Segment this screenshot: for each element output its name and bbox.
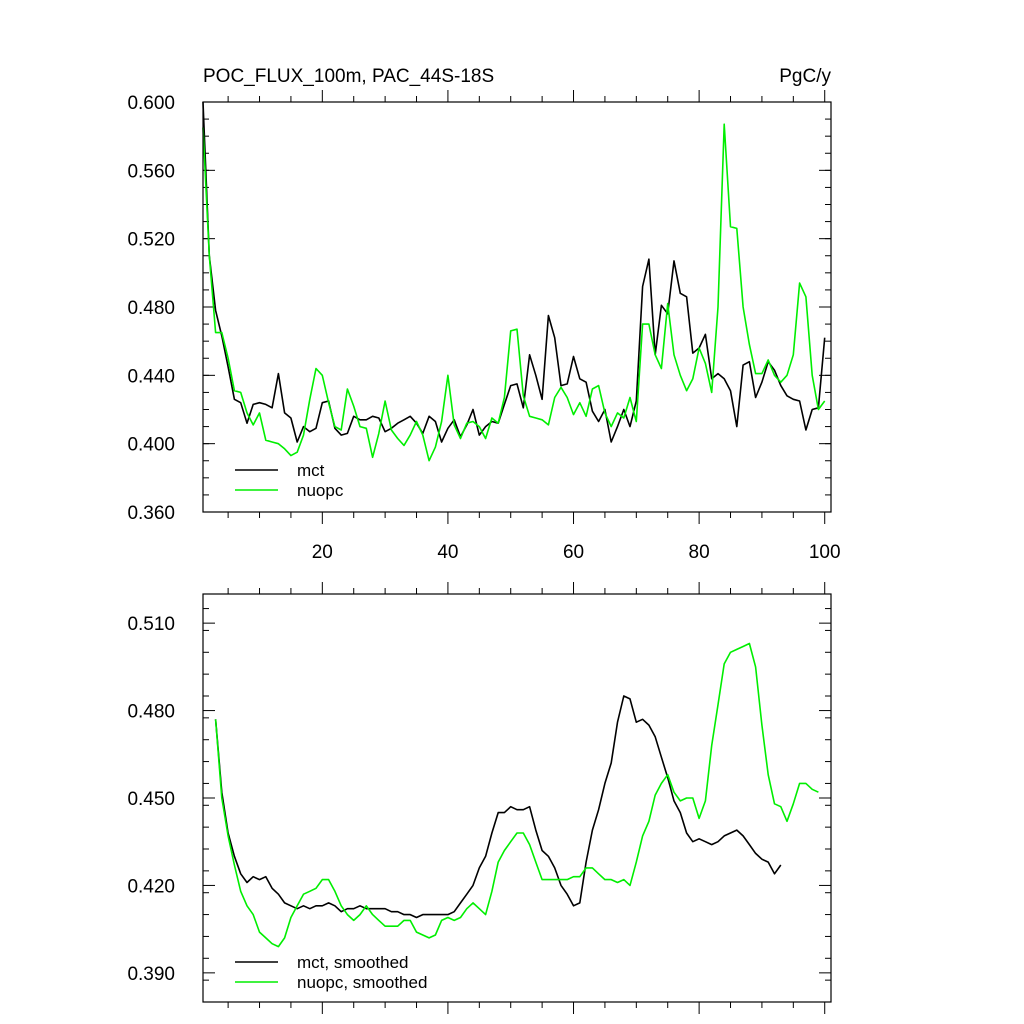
x-tick-label: 60 <box>563 542 584 563</box>
legend-label: nuopc, smoothed <box>297 973 427 992</box>
bottom-panel: 0.390 0.420 0.450 0.480 0.510 mct, smoothedn… <box>127 582 832 1014</box>
top-panel-title: POC_FLUX_100m, PAC_44S-18S <box>203 66 494 87</box>
top-panel-ticks <box>203 90 831 524</box>
x-tick-label: 80 <box>689 542 710 563</box>
y-tick-label: 0.600 <box>127 93 175 114</box>
y-tick-label: 0.420 <box>127 876 175 897</box>
series-line-mct-smoothed <box>214 695 782 919</box>
y-tick-label: 0.480 <box>127 702 175 723</box>
legend-label: mct <box>297 461 325 480</box>
bottom-panel-lines <box>214 642 819 948</box>
y-tick-label: 0.440 <box>127 366 175 387</box>
y-tick-label: 0.400 <box>127 435 175 456</box>
y-tick-label: 0.360 <box>127 503 175 524</box>
bottom-panel-y-tick-labels: 0.390 0.420 0.450 0.480 0.510 <box>127 614 175 985</box>
series-line-nuopc-smoothed <box>214 642 819 948</box>
top-panel-x-tick-labels: 20 40 60 80 100 <box>312 542 841 563</box>
top-panel-units: PgC/y <box>779 66 831 87</box>
legend-label: mct, smoothed <box>297 953 409 972</box>
y-tick-label: 0.480 <box>127 298 175 319</box>
x-tick-label: 40 <box>437 542 458 563</box>
legend-label: nuopc <box>297 481 344 500</box>
x-tick-label: 20 <box>312 542 333 563</box>
series-line-nuopc <box>202 123 826 462</box>
series-line-mct <box>202 101 826 443</box>
top-panel-frame <box>202 101 832 513</box>
bottom-panel-ticks <box>203 582 831 1014</box>
top-panel-y-tick-labels: 0.360 0.400 0.440 0.480 0.520 0.560 0.600 <box>127 93 175 524</box>
y-tick-label: 0.520 <box>127 230 175 251</box>
top-panel: POC_FLUX_100m, PAC_44S-18S PgC/y 0.3600.… <box>127 66 840 563</box>
y-tick-label: 0.510 <box>127 614 175 635</box>
top-panel-lines <box>202 101 826 462</box>
y-tick-label: 0.450 <box>127 789 175 810</box>
bottom-panel-frame <box>202 593 832 1003</box>
y-tick-label: 0.560 <box>127 161 175 182</box>
y-tick-label: 0.390 <box>127 964 175 985</box>
x-tick-label: 100 <box>809 542 841 563</box>
